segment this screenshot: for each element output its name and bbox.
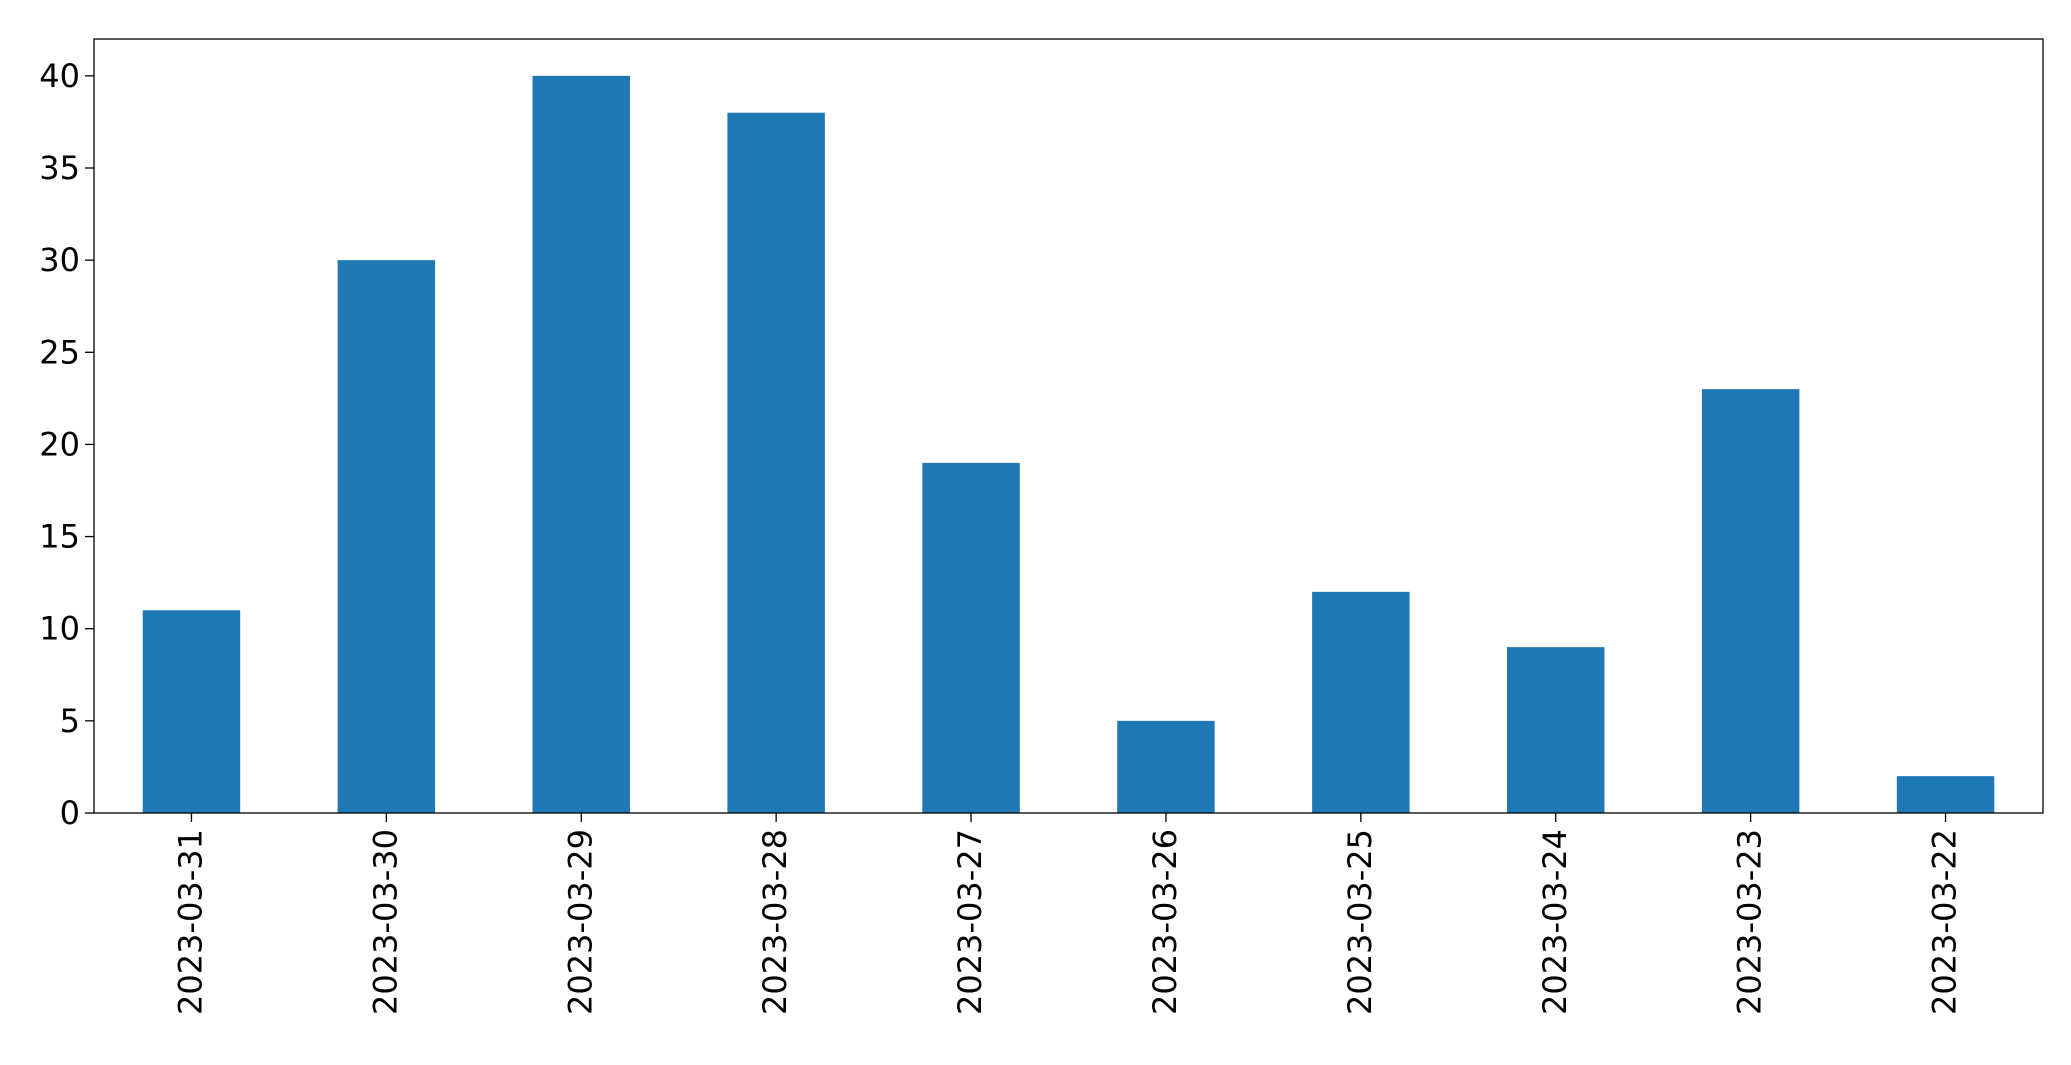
- y-tick-label: 25: [39, 333, 80, 371]
- y-tick-label: 20: [39, 425, 80, 463]
- x-tick-label: 2023-03-30: [366, 829, 404, 1015]
- x-tick-label: 2023-03-28: [756, 829, 794, 1015]
- y-axis: 0 5 10 15 20 25 30 35 40: [39, 57, 94, 832]
- bar-2023-03-22: [1896, 776, 1995, 813]
- bar-2023-03-31: [142, 610, 241, 813]
- x-tick-label: 2023-03-26: [1146, 829, 1184, 1015]
- y-tick-label: 40: [39, 57, 80, 95]
- bar-2023-03-25: [1312, 591, 1410, 813]
- y-tick-label: 35: [39, 149, 80, 187]
- x-tick-label: 2023-03-27: [951, 829, 989, 1015]
- x-tick-label: 2023-03-22: [1926, 829, 1964, 1015]
- y-tick-label: 30: [39, 241, 80, 279]
- x-tick-label: 2023-03-23: [1731, 829, 1769, 1015]
- bar-2023-03-30: [337, 260, 436, 814]
- x-tick-label: 2023-03-31: [171, 829, 209, 1015]
- bar-2023-03-24: [1507, 647, 1605, 813]
- bar-2023-03-26: [1117, 720, 1215, 813]
- x-tick-label: 2023-03-24: [1536, 829, 1574, 1015]
- x-axis: 2023-03-31 2023-03-30 2023-03-29 2023-03-28…: [171, 813, 1964, 1015]
- x-tick-label: 2023-03-25: [1341, 829, 1379, 1015]
- y-tick-label: 15: [39, 518, 80, 556]
- bar-2023-03-27: [922, 462, 1020, 813]
- plot-frame: [93, 38, 2044, 814]
- y-tick-label: 10: [39, 610, 80, 648]
- bar-2023-03-28: [727, 112, 825, 813]
- x-tick-label: 2023-03-29: [561, 829, 599, 1015]
- bars-layer: [142, 75, 1995, 814]
- y-tick-label: 5: [60, 702, 80, 740]
- y-tick-label: 0: [60, 794, 80, 832]
- bar-2023-03-23: [1701, 389, 1800, 813]
- bar-2023-03-29: [532, 75, 630, 814]
